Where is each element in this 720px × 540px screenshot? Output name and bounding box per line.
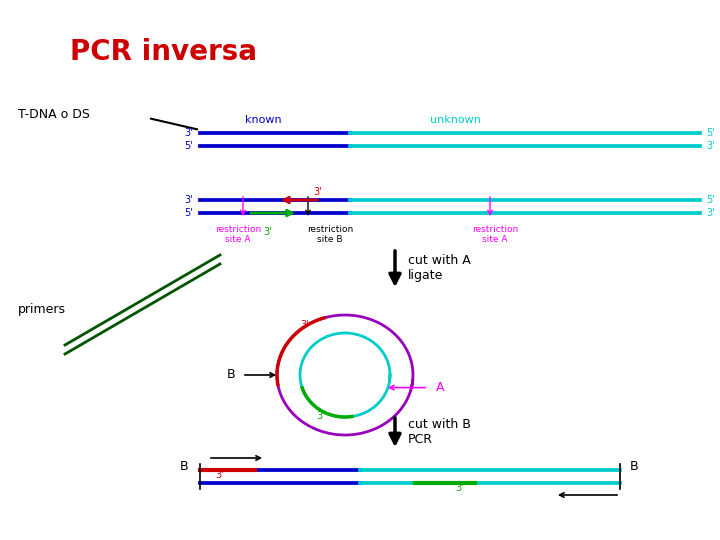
Text: 5': 5' (706, 195, 715, 205)
Text: restriction
site A: restriction site A (215, 225, 261, 245)
Text: cut with A
ligate: cut with A ligate (408, 254, 471, 282)
Text: 5': 5' (184, 208, 193, 218)
Text: cut with B
PCR: cut with B PCR (408, 418, 471, 446)
Text: 3': 3' (706, 208, 715, 218)
Text: restriction
site B: restriction site B (307, 225, 353, 245)
Text: 3': 3' (706, 141, 715, 151)
Text: A: A (436, 381, 444, 394)
Text: B: B (226, 368, 235, 381)
Text: T-DNA o DS: T-DNA o DS (18, 109, 90, 122)
Text: PCR inversa: PCR inversa (70, 38, 257, 66)
Text: unknown: unknown (430, 115, 481, 125)
Text: 5': 5' (706, 128, 715, 138)
Text: 3': 3' (316, 411, 325, 421)
Text: 3': 3' (263, 227, 271, 237)
Text: 3': 3' (184, 195, 193, 205)
Text: B: B (179, 461, 188, 474)
Text: known: known (245, 115, 282, 125)
Text: 5': 5' (184, 141, 193, 151)
Text: 3': 3' (184, 128, 193, 138)
Text: 3': 3' (456, 483, 464, 493)
Text: primers: primers (18, 303, 66, 316)
Text: restriction
site A: restriction site A (472, 225, 518, 245)
Text: 3': 3' (216, 470, 225, 480)
Text: 3': 3' (301, 320, 309, 329)
Text: B: B (630, 461, 639, 474)
Text: 3': 3' (313, 187, 322, 197)
